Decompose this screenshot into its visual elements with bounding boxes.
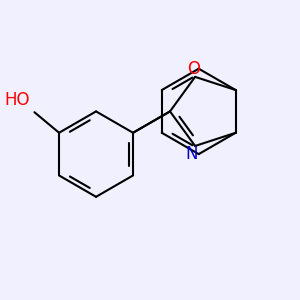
Text: N: N <box>186 145 198 163</box>
Text: HO: HO <box>5 91 30 109</box>
Text: O: O <box>187 61 200 79</box>
